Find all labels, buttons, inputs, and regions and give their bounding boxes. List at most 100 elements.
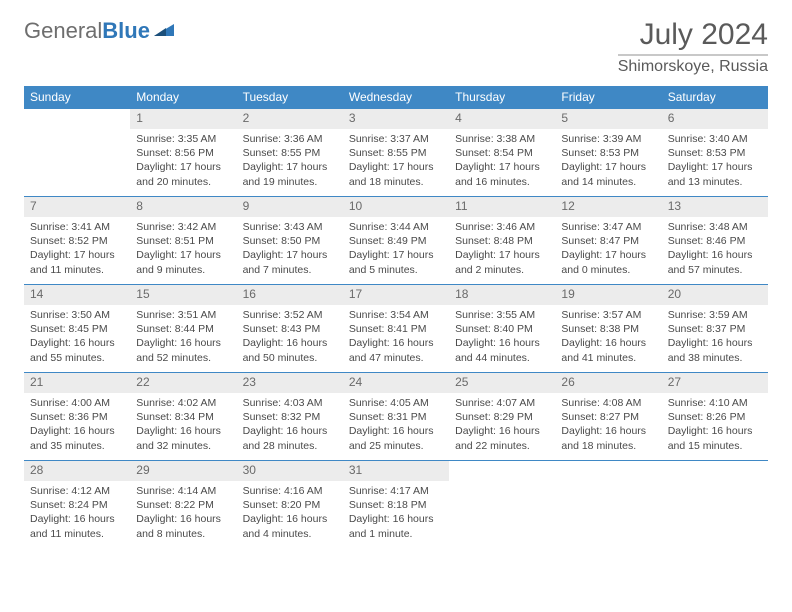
sunrise-text: Sunrise: 3:48 AM [668, 220, 762, 234]
sunset-text: Sunset: 8:47 PM [561, 234, 655, 248]
day-number: 20 [662, 285, 768, 305]
day-cell: 31Sunrise: 4:17 AMSunset: 8:18 PMDayligh… [343, 461, 449, 549]
day-number: 16 [237, 285, 343, 305]
sunset-text: Sunset: 8:27 PM [561, 410, 655, 424]
sunset-text: Sunset: 8:53 PM [561, 146, 655, 160]
day-cell [449, 461, 555, 549]
sunrise-text: Sunrise: 4:12 AM [30, 484, 124, 498]
daylight-text: Daylight: 16 hours and 28 minutes. [243, 424, 337, 452]
day-details: Sunrise: 3:39 AMSunset: 8:53 PMDaylight:… [555, 129, 661, 196]
sunset-text: Sunset: 8:56 PM [136, 146, 230, 160]
day-details: Sunrise: 3:50 AMSunset: 8:45 PMDaylight:… [24, 305, 130, 372]
daylight-text: Daylight: 16 hours and 57 minutes. [668, 248, 762, 276]
weekday-header: Saturday [662, 86, 768, 109]
day-details: Sunrise: 4:12 AMSunset: 8:24 PMDaylight:… [24, 481, 130, 548]
day-cell: 21Sunrise: 4:00 AMSunset: 8:36 PMDayligh… [24, 373, 130, 461]
day-cell: 27Sunrise: 4:10 AMSunset: 8:26 PMDayligh… [662, 373, 768, 461]
day-details: Sunrise: 4:02 AMSunset: 8:34 PMDaylight:… [130, 393, 236, 460]
day-details: Sunrise: 4:07 AMSunset: 8:29 PMDaylight:… [449, 393, 555, 460]
day-details: Sunrise: 4:14 AMSunset: 8:22 PMDaylight:… [130, 481, 236, 548]
sunset-text: Sunset: 8:24 PM [30, 498, 124, 512]
sunrise-text: Sunrise: 4:17 AM [349, 484, 443, 498]
day-number: 18 [449, 285, 555, 305]
sunrise-text: Sunrise: 3:42 AM [136, 220, 230, 234]
header: GeneralBlue July 2024 Shimorskoye, Russi… [24, 18, 768, 76]
day-cell: 2Sunrise: 3:36 AMSunset: 8:55 PMDaylight… [237, 109, 343, 197]
daylight-text: Daylight: 17 hours and 9 minutes. [136, 248, 230, 276]
sunrise-text: Sunrise: 3:39 AM [561, 132, 655, 146]
day-details [555, 481, 661, 548]
day-details: Sunrise: 3:59 AMSunset: 8:37 PMDaylight:… [662, 305, 768, 372]
day-cell [24, 109, 130, 197]
day-number [449, 461, 555, 481]
sunrise-text: Sunrise: 3:57 AM [561, 308, 655, 322]
daylight-text: Daylight: 17 hours and 18 minutes. [349, 160, 443, 188]
day-cell: 7Sunrise: 3:41 AMSunset: 8:52 PMDaylight… [24, 197, 130, 285]
day-number: 9 [237, 197, 343, 217]
sunset-text: Sunset: 8:46 PM [668, 234, 762, 248]
day-cell: 5Sunrise: 3:39 AMSunset: 8:53 PMDaylight… [555, 109, 661, 197]
day-details: Sunrise: 3:54 AMSunset: 8:41 PMDaylight:… [343, 305, 449, 372]
sunset-text: Sunset: 8:31 PM [349, 410, 443, 424]
daylight-text: Daylight: 17 hours and 16 minutes. [455, 160, 549, 188]
day-number [24, 109, 130, 129]
sunrise-text: Sunrise: 3:54 AM [349, 308, 443, 322]
day-details: Sunrise: 3:57 AMSunset: 8:38 PMDaylight:… [555, 305, 661, 372]
day-details: Sunrise: 4:00 AMSunset: 8:36 PMDaylight:… [24, 393, 130, 460]
week-row: 14Sunrise: 3:50 AMSunset: 8:45 PMDayligh… [24, 285, 768, 373]
day-number: 23 [237, 373, 343, 393]
sunset-text: Sunset: 8:48 PM [455, 234, 549, 248]
sunset-text: Sunset: 8:26 PM [668, 410, 762, 424]
daylight-text: Daylight: 17 hours and 2 minutes. [455, 248, 549, 276]
day-details: Sunrise: 3:55 AMSunset: 8:40 PMDaylight:… [449, 305, 555, 372]
weekday-header-row: Sunday Monday Tuesday Wednesday Thursday… [24, 86, 768, 109]
weekday-header: Thursday [449, 86, 555, 109]
day-cell: 10Sunrise: 3:44 AMSunset: 8:49 PMDayligh… [343, 197, 449, 285]
day-number: 24 [343, 373, 449, 393]
location: Shimorskoye, Russia [618, 54, 768, 76]
day-cell: 25Sunrise: 4:07 AMSunset: 8:29 PMDayligh… [449, 373, 555, 461]
daylight-text: Daylight: 17 hours and 19 minutes. [243, 160, 337, 188]
sunrise-text: Sunrise: 3:37 AM [349, 132, 443, 146]
daylight-text: Daylight: 16 hours and 1 minute. [349, 512, 443, 540]
daylight-text: Daylight: 16 hours and 22 minutes. [455, 424, 549, 452]
daylight-text: Daylight: 17 hours and 0 minutes. [561, 248, 655, 276]
day-details: Sunrise: 4:16 AMSunset: 8:20 PMDaylight:… [237, 481, 343, 548]
sunrise-text: Sunrise: 3:55 AM [455, 308, 549, 322]
daylight-text: Daylight: 16 hours and 38 minutes. [668, 336, 762, 364]
day-number: 4 [449, 109, 555, 129]
day-details: Sunrise: 3:46 AMSunset: 8:48 PMDaylight:… [449, 217, 555, 284]
day-cell: 23Sunrise: 4:03 AMSunset: 8:32 PMDayligh… [237, 373, 343, 461]
sunset-text: Sunset: 8:55 PM [349, 146, 443, 160]
day-details: Sunrise: 3:36 AMSunset: 8:55 PMDaylight:… [237, 129, 343, 196]
sunset-text: Sunset: 8:34 PM [136, 410, 230, 424]
day-cell: 8Sunrise: 3:42 AMSunset: 8:51 PMDaylight… [130, 197, 236, 285]
day-details: Sunrise: 4:05 AMSunset: 8:31 PMDaylight:… [343, 393, 449, 460]
daylight-text: Daylight: 17 hours and 5 minutes. [349, 248, 443, 276]
day-cell: 11Sunrise: 3:46 AMSunset: 8:48 PMDayligh… [449, 197, 555, 285]
day-details: Sunrise: 3:51 AMSunset: 8:44 PMDaylight:… [130, 305, 236, 372]
daylight-text: Daylight: 17 hours and 13 minutes. [668, 160, 762, 188]
day-cell: 19Sunrise: 3:57 AMSunset: 8:38 PMDayligh… [555, 285, 661, 373]
sunset-text: Sunset: 8:37 PM [668, 322, 762, 336]
day-number: 11 [449, 197, 555, 217]
sunrise-text: Sunrise: 3:38 AM [455, 132, 549, 146]
sunset-text: Sunset: 8:43 PM [243, 322, 337, 336]
daylight-text: Daylight: 16 hours and 32 minutes. [136, 424, 230, 452]
day-number: 8 [130, 197, 236, 217]
daylight-text: Daylight: 16 hours and 44 minutes. [455, 336, 549, 364]
sunset-text: Sunset: 8:50 PM [243, 234, 337, 248]
day-cell: 30Sunrise: 4:16 AMSunset: 8:20 PMDayligh… [237, 461, 343, 549]
logo-word1: General [24, 18, 102, 43]
sunrise-text: Sunrise: 3:47 AM [561, 220, 655, 234]
day-cell: 22Sunrise: 4:02 AMSunset: 8:34 PMDayligh… [130, 373, 236, 461]
daylight-text: Daylight: 16 hours and 25 minutes. [349, 424, 443, 452]
sunrise-text: Sunrise: 4:07 AM [455, 396, 549, 410]
daylight-text: Daylight: 16 hours and 47 minutes. [349, 336, 443, 364]
sunset-text: Sunset: 8:40 PM [455, 322, 549, 336]
sunset-text: Sunset: 8:52 PM [30, 234, 124, 248]
daylight-text: Daylight: 16 hours and 35 minutes. [30, 424, 124, 452]
day-cell: 20Sunrise: 3:59 AMSunset: 8:37 PMDayligh… [662, 285, 768, 373]
day-number: 7 [24, 197, 130, 217]
day-number: 21 [24, 373, 130, 393]
